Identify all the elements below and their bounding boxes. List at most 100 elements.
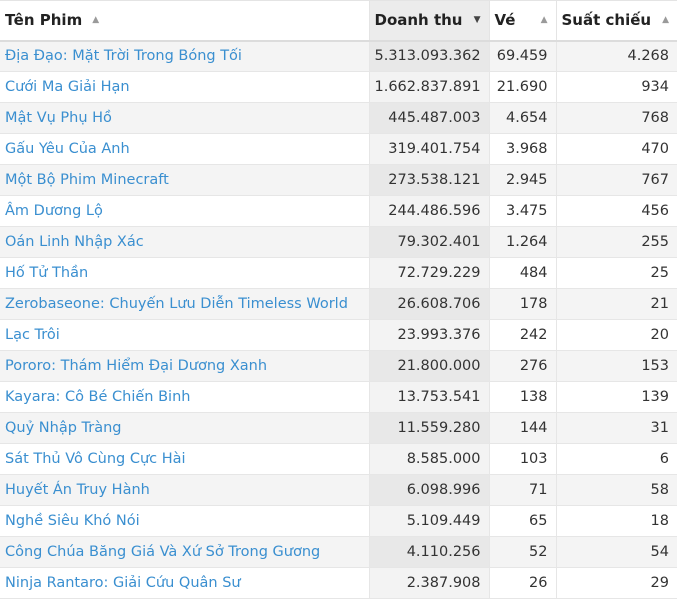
table-row: Cưới Ma Giải Hạn 1.662.837.891 21.690 934 xyxy=(0,71,677,103)
showtimes-cell: 139 xyxy=(556,381,677,413)
column-header-label: Tên Phim xyxy=(5,11,83,30)
showtimes-cell: 29 xyxy=(556,567,677,599)
movie-title-link[interactable]: Pororo: Thám Hiểm Đại Dương Xanh xyxy=(0,350,370,382)
showtimes-cell: 934 xyxy=(556,71,677,103)
table-row: Quỷ Nhập Tràng 11.559.280 144 31 xyxy=(0,412,677,444)
table-row: Âm Dương Lộ 244.486.596 3.475 456 xyxy=(0,195,677,227)
column-header-label: Vé xyxy=(494,11,516,30)
tickets-cell: 178 xyxy=(489,288,557,320)
movie-title-link[interactable]: Một Bộ Phim Minecraft xyxy=(0,164,370,196)
revenue-cell: 23.993.376 xyxy=(369,319,490,351)
showtimes-cell: 153 xyxy=(556,350,677,382)
sort-ascending-icon: ▲ xyxy=(662,15,669,26)
table-row: Gấu Yêu Của Anh 319.401.754 3.968 470 xyxy=(0,133,677,165)
revenue-cell: 445.487.003 xyxy=(369,102,490,134)
revenue-cell: 21.800.000 xyxy=(369,350,490,382)
column-header-tickets[interactable]: Vé ▲ xyxy=(489,0,557,42)
movie-title-link[interactable]: Gấu Yêu Của Anh xyxy=(0,133,370,165)
tickets-cell: 52 xyxy=(489,536,557,568)
revenue-cell: 79.302.401 xyxy=(369,226,490,258)
tickets-cell: 144 xyxy=(489,412,557,444)
table-row: Địa Đạo: Mặt Trời Trong Bóng Tối 5.313.09… xyxy=(0,40,677,72)
showtimes-cell: 4.268 xyxy=(556,40,677,72)
tickets-cell: 276 xyxy=(489,350,557,382)
table-row: Pororo: Thám Hiểm Đại Dương Xanh 21.800.0… xyxy=(0,350,677,382)
tickets-cell: 65 xyxy=(489,505,557,537)
tickets-cell: 1.264 xyxy=(489,226,557,258)
movie-title-link[interactable]: Kayara: Cô Bé Chiến Binh xyxy=(0,381,370,413)
showtimes-cell: 6 xyxy=(556,443,677,475)
revenue-cell: 72.729.229 xyxy=(369,257,490,289)
sort-ascending-icon: ▲ xyxy=(92,15,100,26)
column-header-title[interactable]: Tên Phim ▲ xyxy=(0,0,370,42)
movie-title-link[interactable]: Công Chúa Băng Giá Và Xứ Sở Trong Gương xyxy=(0,536,370,568)
movie-title-link[interactable]: Sát Thủ Vô Cùng Cực Hài xyxy=(0,443,370,475)
movie-title-link[interactable]: Nghề Siêu Khó Nói xyxy=(0,505,370,537)
movie-title-link[interactable]: Quỷ Nhập Tràng xyxy=(0,412,370,444)
movie-title-link[interactable]: Oán Linh Nhập Xác xyxy=(0,226,370,258)
revenue-cell: 4.110.256 xyxy=(369,536,490,568)
column-header-showtimes[interactable]: Suất chiếu ▲ xyxy=(556,0,677,42)
revenue-cell: 6.098.996 xyxy=(369,474,490,506)
revenue-cell: 26.608.706 xyxy=(369,288,490,320)
table-row: Mật Vụ Phụ Hồ 445.487.003 4.654 768 xyxy=(0,102,677,134)
showtimes-cell: 470 xyxy=(556,133,677,165)
revenue-cell: 273.538.121 xyxy=(369,164,490,196)
revenue-cell: 319.401.754 xyxy=(369,133,490,165)
table-row: Lạc Trôi 23.993.376 242 20 xyxy=(0,319,677,351)
revenue-cell: 244.486.596 xyxy=(369,195,490,227)
movie-title-link[interactable]: Huyết Án Truy Hành xyxy=(0,474,370,506)
showtimes-cell: 31 xyxy=(556,412,677,444)
revenue-cell: 1.662.837.891 xyxy=(369,71,490,103)
movie-title-link[interactable]: Mật Vụ Phụ Hồ xyxy=(0,102,370,134)
table-row: Sát Thủ Vô Cùng Cực Hài 8.585.000 103 6 xyxy=(0,443,677,475)
sort-descending-icon: ▼ xyxy=(473,15,481,26)
tickets-cell: 26 xyxy=(489,567,557,599)
tickets-cell: 242 xyxy=(489,319,557,351)
movie-title-link[interactable]: Ninja Rantaro: Giải Cứu Quân Sư xyxy=(0,567,370,599)
revenue-cell: 5.109.449 xyxy=(369,505,490,537)
movie-title-link[interactable]: Địa Đạo: Mặt Trời Trong Bóng Tối xyxy=(0,40,370,72)
movie-title-link[interactable]: Zerobaseone: Chuyến Lưu Diễn Timeless Wo… xyxy=(0,288,370,320)
table-row: Công Chúa Băng Giá Và Xứ Sở Trong Gương 4… xyxy=(0,536,677,568)
showtimes-cell: 54 xyxy=(556,536,677,568)
tickets-cell: 4.654 xyxy=(489,102,557,134)
showtimes-cell: 58 xyxy=(556,474,677,506)
revenue-cell: 5.313.093.362 xyxy=(369,40,490,72)
table-row: Oán Linh Nhập Xác 79.302.401 1.264 255 xyxy=(0,226,677,258)
table-row: Một Bộ Phim Minecraft 273.538.121 2.945 767 xyxy=(0,164,677,196)
movie-title-link[interactable]: Cưới Ma Giải Hạn xyxy=(0,71,370,103)
tickets-cell: 21.690 xyxy=(489,71,557,103)
tickets-cell: 71 xyxy=(489,474,557,506)
tickets-cell: 69.459 xyxy=(489,40,557,72)
revenue-cell: 8.585.000 xyxy=(369,443,490,475)
showtimes-cell: 25 xyxy=(556,257,677,289)
showtimes-cell: 768 xyxy=(556,102,677,134)
tickets-cell: 484 xyxy=(489,257,557,289)
movie-title-link[interactable]: Lạc Trôi xyxy=(0,319,370,351)
tickets-cell: 103 xyxy=(489,443,557,475)
revenue-cell: 11.559.280 xyxy=(369,412,490,444)
table-body: Địa Đạo: Mặt Trời Trong Bóng Tối 5.313.09… xyxy=(0,40,677,599)
sort-ascending-icon: ▲ xyxy=(540,15,548,26)
showtimes-cell: 767 xyxy=(556,164,677,196)
showtimes-cell: 255 xyxy=(556,226,677,258)
tickets-cell: 3.475 xyxy=(489,195,557,227)
revenue-cell: 2.387.908 xyxy=(369,567,490,599)
table-row: Hố Tử Thần 72.729.229 484 25 xyxy=(0,257,677,289)
showtimes-cell: 456 xyxy=(556,195,677,227)
column-header-revenue[interactable]: Doanh thu ▼ xyxy=(369,0,490,42)
table-row: Huyết Án Truy Hành 6.098.996 71 58 xyxy=(0,474,677,506)
revenue-cell: 13.753.541 xyxy=(369,381,490,413)
table-row: Nghề Siêu Khó Nói 5.109.449 65 18 xyxy=(0,505,677,537)
showtimes-cell: 21 xyxy=(556,288,677,320)
movie-title-link[interactable]: Hố Tử Thần xyxy=(0,257,370,289)
table-row: Ninja Rantaro: Giải Cứu Quân Sư 2.387.908… xyxy=(0,567,677,599)
table-row: Kayara: Cô Bé Chiến Binh 13.753.541 138 139 xyxy=(0,381,677,413)
showtimes-cell: 20 xyxy=(556,319,677,351)
tickets-cell: 3.968 xyxy=(489,133,557,165)
movie-title-link[interactable]: Âm Dương Lộ xyxy=(0,195,370,227)
column-header-label: Suất chiếu xyxy=(561,11,652,30)
tickets-cell: 138 xyxy=(489,381,557,413)
table-row: Zerobaseone: Chuyến Lưu Diễn Timeless Wo… xyxy=(0,288,677,320)
